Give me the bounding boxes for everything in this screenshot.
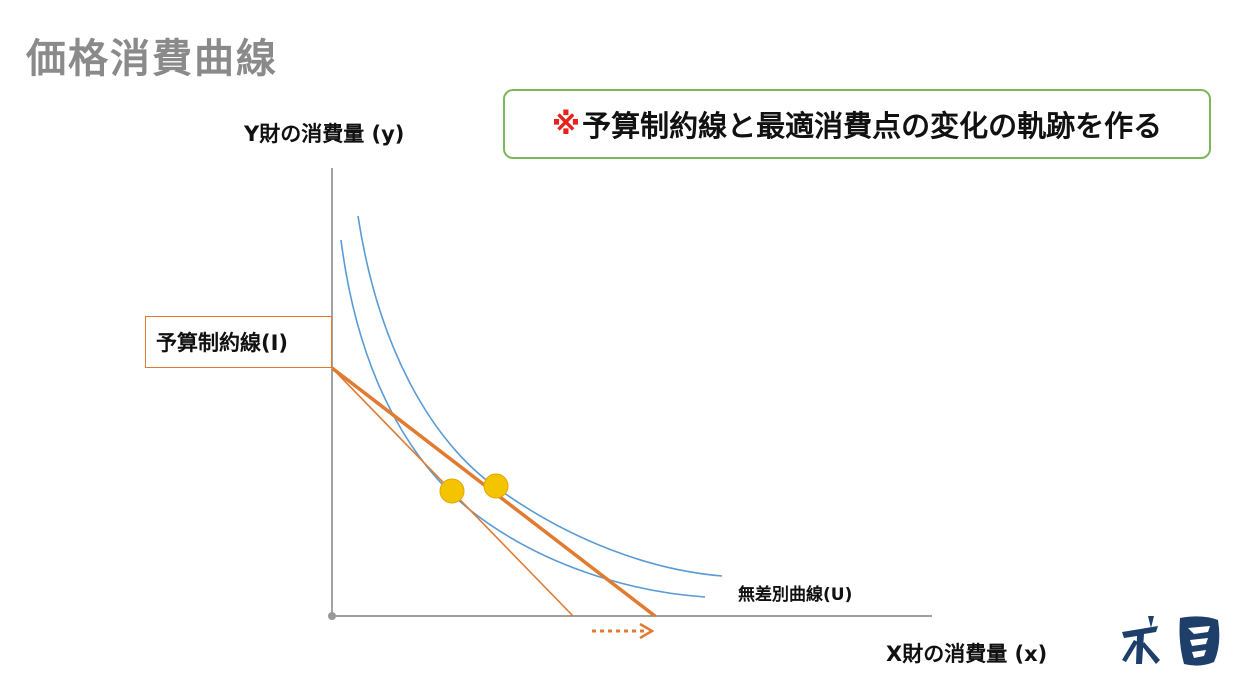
reference-mark: ※ bbox=[551, 107, 581, 141]
dotted-arrow-icon bbox=[592, 622, 655, 640]
x-axis-label: X財の消費量 (x) bbox=[886, 642, 1048, 666]
indifference-curve-upper bbox=[357, 215, 723, 577]
brand-logo-icon bbox=[1122, 616, 1220, 666]
optimum-point-2 bbox=[483, 473, 509, 499]
budget-line-label: 予算制約線(I) bbox=[145, 316, 332, 368]
origin-dot bbox=[328, 612, 336, 620]
optimum-point-1 bbox=[439, 478, 465, 504]
callout-text: 予算制約線と最適消費点の変化の軌跡を作る bbox=[582, 109, 1163, 143]
page-title: 価格消費曲線 bbox=[26, 36, 278, 82]
y-axis-label: Y財の消費量 (y) bbox=[244, 122, 405, 146]
callout-box: ※ 予算制約線と最適消費点の変化の軌跡を作る bbox=[503, 89, 1211, 159]
indifference-curve-label: 無差別曲線(U) bbox=[738, 585, 853, 605]
